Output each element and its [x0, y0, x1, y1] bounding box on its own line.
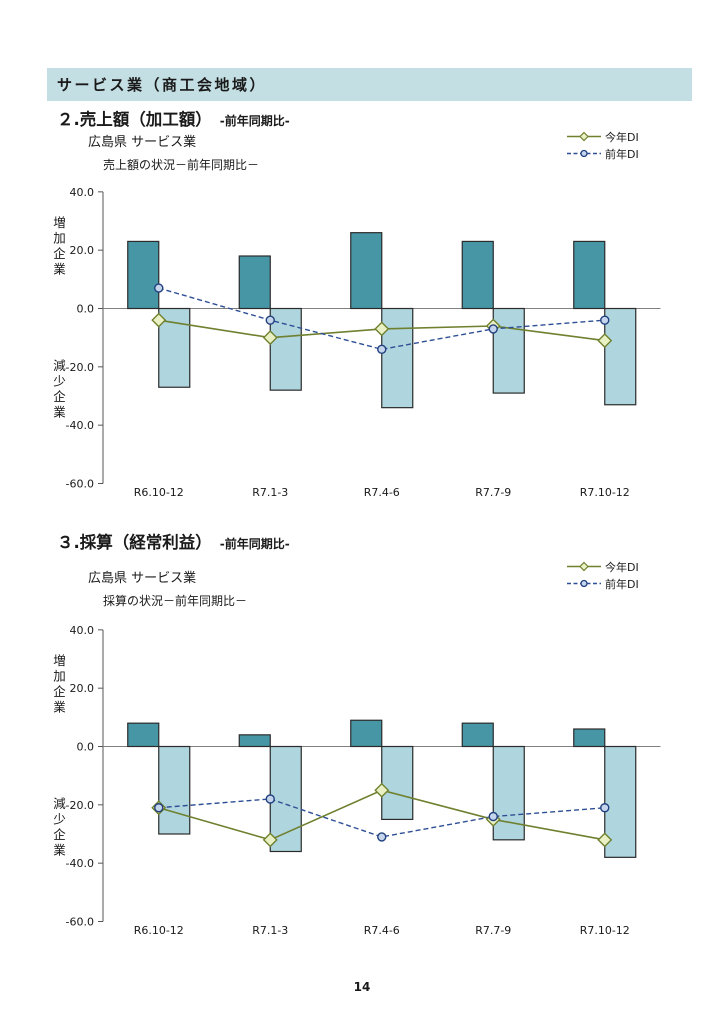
profit-di-chart: 増加企業 減少企業 40.0 20.0 0.0 -20.0 -40.0 -60.0 R6.1…: [40, 623, 700, 943]
prev-year-di-line-swatch-icon: [567, 149, 601, 158]
prev-year-di-line-swatch-icon: [567, 579, 601, 588]
marker-this-year-di-4: [597, 832, 613, 848]
legend-item-prev-year-di: 前年DI: [566, 145, 676, 162]
marker-this-year-di-1: [262, 832, 278, 848]
page-header-title: サービス業（商工会地域）: [57, 76, 268, 94]
marker-prev-year-di-3: [488, 324, 498, 334]
line-prev-year-di: [158, 798, 605, 838]
marker-prev-year-di-1: [265, 315, 275, 325]
marker-prev-year-di-2: [377, 344, 387, 355]
ylabel-increase-companies: 増加企業: [51, 216, 66, 278]
bar-increase-4: [573, 240, 606, 310]
bar-decrease-2: [381, 745, 414, 821]
y-tick-label: 20.0: [70, 682, 95, 695]
legend: 今年DI 前年DI: [566, 558, 676, 592]
legend-label-this-year: 今年DI: [605, 130, 639, 144]
ylabel-decrease-companies: 減少企業: [51, 797, 66, 859]
bar-increase-0: [127, 240, 160, 310]
y-tick-label: -40.0: [66, 419, 94, 432]
y-tick-label: 20.0: [70, 244, 95, 257]
y-tick-label: -20.0: [66, 361, 94, 374]
sales-di-chart: 増加企業 減少企業 40.0 20.0 0.0 -20.0 -40.0 -60.0 R6.1…: [40, 185, 700, 505]
bar-decrease-4: [604, 307, 637, 406]
marker-this-year-di-0: [151, 312, 167, 328]
legend-item-this-year-di: 今年DI: [566, 558, 676, 575]
y-tick-label: 0.0: [77, 741, 95, 754]
legend-label-this-year: 今年DI: [605, 560, 639, 574]
x-category-label: R7.10-12: [580, 486, 630, 499]
bar-increase-2: [350, 232, 383, 310]
legend-item-prev-year-di: 前年DI: [566, 575, 676, 592]
x-category-label: R6.10-12: [134, 486, 184, 499]
section-title-sales: ２.売上額（加工額） -前年同期比-: [57, 106, 290, 130]
chart-subtitle: 売上額の状況－前年同期比－: [103, 158, 260, 172]
legend: 今年DI 前年DI: [566, 128, 676, 162]
section-number-title: ３.採算（経常利益）: [57, 533, 212, 552]
bar-increase-0: [127, 722, 160, 748]
page-number: 14: [353, 980, 371, 994]
bar-decrease-2: [381, 307, 414, 409]
this-year-di-line-swatch-icon: [567, 561, 601, 572]
marker-prev-year-di-0: [154, 283, 164, 293]
section-number-title: ２.売上額（加工額）: [57, 110, 212, 129]
bar-increase-3: [461, 722, 494, 748]
bar-increase-1: [238, 734, 271, 748]
marker-prev-year-di-1: [265, 794, 275, 804]
marker-prev-year-di-2: [377, 832, 387, 842]
profit-di-chart-svg: 40.0 20.0 0.0 -20.0 -40.0 -60.0 R6.10-12 R7.1-3…: [66, 624, 661, 937]
bar-increase-3: [461, 240, 494, 310]
section-title-profit: ３.採算（経常利益） -前年同期比-: [57, 529, 290, 553]
y-tick-label: -20.0: [66, 799, 94, 812]
y-tick-label: -60.0: [66, 477, 94, 490]
bar-increase-2: [350, 719, 383, 748]
x-category-label: R7.7-9: [475, 486, 511, 499]
x-category-label: R6.10-12: [134, 924, 184, 937]
ylabel-increase-companies: 増加企業: [51, 654, 66, 716]
section-title-suffix: -前年同期比-: [219, 114, 290, 128]
chart-region-title: 広島県 サービス業: [88, 571, 197, 586]
page-header-band: サービス業（商工会地域）: [47, 68, 692, 101]
marker-prev-year-di-4: [600, 315, 610, 325]
this-year-di-line-swatch-icon: [567, 131, 601, 142]
bar-increase-4: [573, 728, 606, 748]
chart-region-title: 広島県 サービス業: [88, 135, 197, 150]
x-category-label: R7.1-3: [252, 924, 288, 937]
marker-this-year-di-4: [597, 333, 613, 349]
y-tick-label: -40.0: [66, 857, 94, 870]
x-category-label: R7.4-6: [364, 486, 400, 499]
y-tick-label: 0.0: [77, 303, 95, 316]
x-category-label: R7.10-12: [580, 924, 630, 937]
x-category-label: R7.7-9: [475, 924, 511, 937]
marker-prev-year-di-4: [600, 803, 610, 813]
marker-this-year-di-2: [374, 321, 390, 337]
section-title-suffix: -前年同期比-: [219, 537, 290, 551]
marker-prev-year-di-3: [488, 811, 498, 822]
y-tick-label: 40.0: [70, 186, 95, 199]
y-tick-label: 40.0: [70, 624, 95, 637]
x-category-label: R7.1-3: [252, 486, 288, 499]
bar-decrease-3: [492, 307, 525, 394]
marker-prev-year-di-0: [154, 803, 164, 813]
legend-label-prev-year: 前年DI: [605, 577, 639, 591]
legend-label-prev-year: 前年DI: [605, 147, 639, 161]
chart-subtitle: 採算の状況－前年同期比－: [103, 594, 248, 608]
marker-this-year-di-1: [262, 330, 278, 346]
sales-di-chart-svg: 40.0 20.0 0.0 -20.0 -40.0 -60.0 R6.10-12 R7.1-3…: [66, 186, 661, 499]
marker-this-year-di-2: [374, 782, 390, 798]
y-tick-label: -60.0: [66, 915, 94, 928]
bar-increase-1: [238, 255, 271, 310]
ylabel-decrease-companies: 減少企業: [51, 359, 66, 421]
x-category-label: R7.4-6: [364, 924, 400, 937]
legend-item-this-year-di: 今年DI: [566, 128, 676, 145]
bar-decrease-0: [158, 745, 191, 835]
bar-decrease-3: [492, 745, 525, 841]
